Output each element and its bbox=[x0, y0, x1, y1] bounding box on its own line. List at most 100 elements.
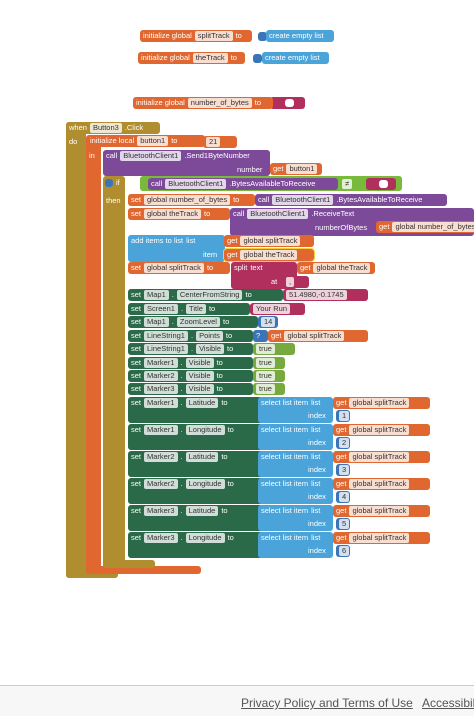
block-field: theTrack bbox=[192, 53, 228, 63]
block-text: to bbox=[227, 344, 234, 353]
block-text: text bbox=[250, 263, 263, 272]
block-text: . bbox=[180, 304, 184, 313]
block-shape bbox=[285, 99, 294, 107]
block-field: global splitTrack bbox=[349, 398, 410, 408]
code-block: get global splitTrack bbox=[333, 532, 430, 544]
block-text: get bbox=[336, 398, 347, 407]
block-text: to bbox=[208, 304, 216, 313]
block-text: . bbox=[180, 371, 183, 380]
block-text: initialize local bbox=[90, 136, 135, 145]
code-block: 6 bbox=[336, 545, 350, 557]
block-label: index bbox=[305, 491, 333, 503]
code-block: initialize global splitTrack to bbox=[140, 30, 252, 42]
code-block: get global splitTrack bbox=[333, 505, 430, 517]
block-field: Marker2 bbox=[144, 452, 178, 462]
block-field: 5 bbox=[339, 519, 350, 529]
code-block: set global number_of_bytes to bbox=[128, 194, 255, 206]
code-block: create empty list bbox=[266, 30, 334, 42]
code-block: 51.4980,-0.1745 bbox=[283, 289, 368, 301]
block-label: index bbox=[305, 464, 333, 476]
block-label: number bbox=[234, 164, 270, 176]
block-label: index bbox=[305, 545, 333, 557]
block-text: . bbox=[180, 533, 183, 542]
block-text: to bbox=[225, 331, 233, 340]
block-text: initialize global bbox=[136, 98, 185, 107]
code-block: get global splitTrack bbox=[333, 451, 430, 463]
block-text: call bbox=[106, 151, 118, 160]
block-field: global number_of_bytes bbox=[144, 195, 231, 205]
block-text: . bbox=[171, 317, 174, 326]
block-label: item bbox=[200, 249, 224, 261]
block-field: 1 bbox=[339, 411, 350, 421]
block-field: true bbox=[256, 371, 275, 381]
block-field: global splitTrack bbox=[240, 236, 301, 246]
code-block: initialize local button1 to bbox=[87, 135, 205, 147]
block-text: get bbox=[300, 263, 311, 272]
block-field: 2 bbox=[339, 438, 350, 448]
accessibility-link[interactable]: Accessibility bbox=[422, 696, 474, 710]
block-field: Visible bbox=[185, 358, 214, 368]
block-text: list bbox=[311, 479, 321, 488]
code-block: set LineString1. Points to bbox=[128, 330, 253, 342]
block-field: 4 bbox=[339, 492, 350, 502]
block-field: global theTrack bbox=[240, 250, 298, 260]
block-text: to bbox=[216, 358, 223, 367]
block-text: split bbox=[234, 263, 248, 272]
block-text: to bbox=[245, 290, 252, 299]
block-text: to bbox=[233, 195, 240, 204]
block-field: 3 bbox=[339, 465, 350, 475]
block-text: list bbox=[186, 236, 196, 245]
block-text: .BytesAvailableToReceive bbox=[229, 179, 316, 188]
block-text: to bbox=[227, 533, 234, 542]
block-field: global splitTrack bbox=[144, 263, 204, 273]
block-text: get bbox=[227, 236, 238, 245]
block-text: index bbox=[308, 465, 326, 474]
code-block: 4 bbox=[336, 491, 350, 503]
block-field: Longitude bbox=[185, 425, 225, 435]
block-field: Marker3 bbox=[144, 533, 178, 543]
block-field: Your Run bbox=[253, 304, 290, 314]
code-block: set Marker2. Latitude to bbox=[128, 451, 263, 477]
block-text: . bbox=[180, 479, 183, 488]
blocks-workspace: initialize global splitTrack to create empt… bbox=[66, 30, 474, 578]
block-field: global splitTrack bbox=[349, 533, 410, 543]
block-field: global number_of_bytes bbox=[392, 222, 474, 232]
block-text: numberOfBytes bbox=[315, 223, 368, 232]
block-text: if bbox=[116, 178, 120, 187]
block-field: global theTrack bbox=[144, 209, 202, 219]
block-field: 6 bbox=[339, 546, 350, 556]
block-field: global splitTrack bbox=[284, 331, 345, 341]
code-block: set global theTrack to bbox=[128, 208, 230, 220]
block-text: when bbox=[69, 123, 87, 132]
block-field: 14 bbox=[261, 317, 276, 327]
code-block: get global splitTrack bbox=[333, 397, 430, 409]
block-shape bbox=[103, 560, 155, 568]
block-label: if bbox=[113, 177, 125, 189]
block-label: index bbox=[305, 437, 333, 449]
code-block: true bbox=[253, 357, 285, 369]
block-text: create empty list bbox=[265, 53, 320, 62]
code-block: set Map1. CenterFromString to bbox=[128, 289, 283, 301]
code-block: get global splitTrack bbox=[268, 330, 368, 342]
block-label: at bbox=[268, 276, 282, 288]
block-text: set bbox=[131, 331, 142, 340]
block-text: to bbox=[216, 371, 223, 380]
block-field: ZoomLevel bbox=[176, 317, 220, 327]
code-block: get global theTrack bbox=[223, 248, 315, 262]
block-text: . bbox=[180, 358, 183, 367]
code-block: select list item list bbox=[258, 532, 333, 558]
block-text: .BytesAvailableToReceive bbox=[336, 195, 423, 204]
block-text: to bbox=[204, 209, 211, 218]
block-field: Latitude bbox=[185, 452, 219, 462]
block-text: initialize global bbox=[141, 53, 190, 62]
block-field: Visible bbox=[185, 371, 214, 381]
code-block: select list item list bbox=[258, 451, 333, 477]
code-block: 3 bbox=[336, 464, 350, 476]
block-text: get bbox=[336, 452, 347, 461]
privacy-link[interactable]: Privacy Policy and Terms of Use bbox=[241, 696, 413, 710]
block-text: set bbox=[131, 304, 142, 313]
block-text: select list item bbox=[261, 452, 309, 461]
block-text: set bbox=[131, 398, 142, 407]
code-block: get global theTrack bbox=[297, 262, 375, 274]
block-field: button1 bbox=[137, 136, 169, 146]
